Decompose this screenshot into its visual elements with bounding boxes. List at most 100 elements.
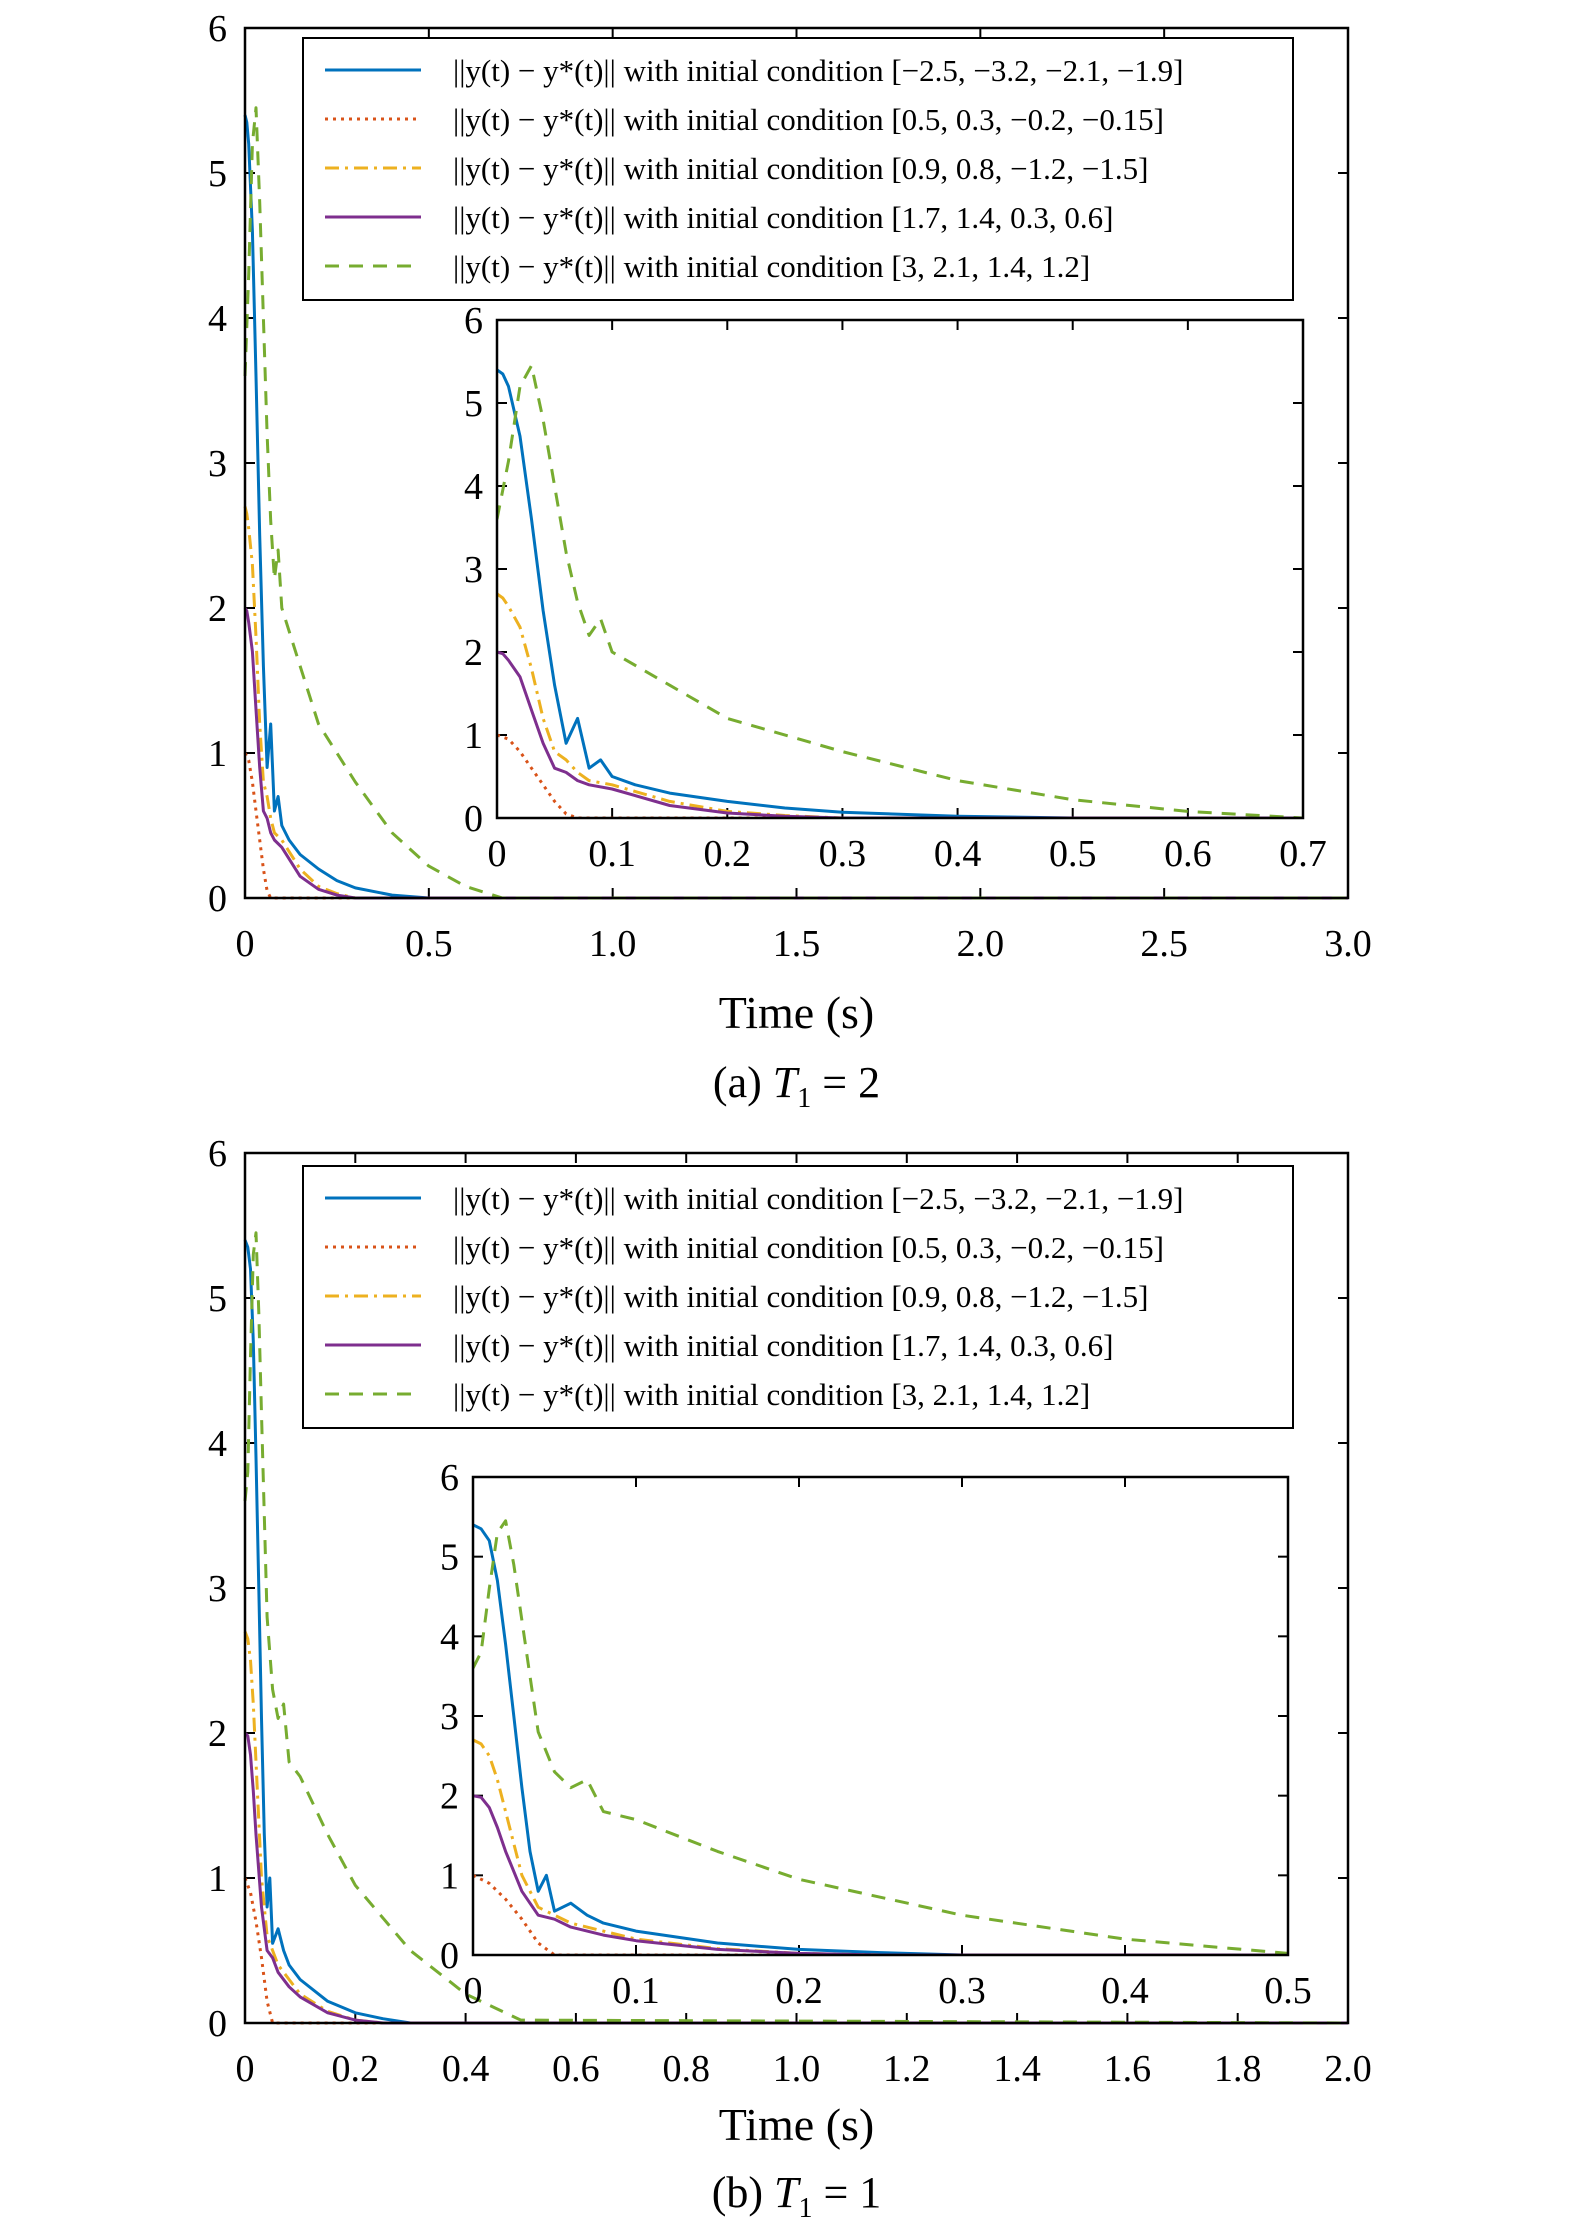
panel-b-inset-plot-background <box>473 1477 1288 1955</box>
panel-b-inset-xtick-label: 0.1 <box>612 1970 660 2012</box>
panel-a-caption: (a) T1 = 2 <box>713 1058 880 1114</box>
panel-a-main-xtick-label: 0 <box>236 923 255 965</box>
panel-a-main-xtick-label: 3.0 <box>1324 923 1372 965</box>
panel-a-main-series-line-1 <box>243 114 1348 900</box>
panel-a-inset-series <box>497 364 1303 818</box>
panel-b-main-xtick-label: 1.4 <box>993 2048 1041 2090</box>
panel-b-inset-series-line-2 <box>473 1873 1288 1955</box>
panel-a-inset-xtick-label: 0.3 <box>819 833 867 875</box>
panel-b-legend-entry-4: ||y(t) − y*(t)|| with initial condition … <box>453 1328 1114 1363</box>
panel-b-inset-xtick-label: 0.5 <box>1264 1970 1312 2012</box>
panel-a-main-xtick-label: 1.0 <box>589 923 637 965</box>
panel-b-main-ytick-label: 4 <box>208 1423 227 1465</box>
panel-a-inset-xtick-label: 0.2 <box>704 833 752 875</box>
panel-a-legend-entry-5: ||y(t) − y*(t)|| with initial condition … <box>453 249 1090 284</box>
panel-a-main-series-line-3 <box>243 506 1348 900</box>
panel-b-main-xtick-label: 1.0 <box>773 2048 821 2090</box>
panel-b-main-ytick-label: 2 <box>208 1713 227 1755</box>
panel-a-inset-axes-frame <box>495 318 1305 820</box>
panel-b-main-series-line-1 <box>243 1239 1348 2025</box>
panel-a-inset-ytick-label: 1 <box>464 715 483 757</box>
panel-a-inset-xtick-label: 0.7 <box>1279 833 1327 875</box>
panel-a-main-xtick-label: 2.5 <box>1140 923 1188 965</box>
panel-b-main-xtick-label: 1.6 <box>1104 2048 1152 2090</box>
panel-b-main-xtick-label: 0.2 <box>332 2048 380 2090</box>
panel-a-main-ytick-label: 5 <box>208 153 227 195</box>
panel-a-legend: ||y(t) − y*(t)|| with initial condition … <box>302 37 1294 301</box>
panel-b-legend-entry-5: ||y(t) − y*(t)|| with initial condition … <box>453 1377 1090 1412</box>
panel-b-inset-axes-frame <box>471 1475 1290 1957</box>
panel-a-inset-ytick-label: 4 <box>464 466 483 508</box>
panel-a-main-series-line-5 <box>243 106 1348 900</box>
panel-b-main-xtick-label: 1.2 <box>883 2048 931 2090</box>
panel-b-main-ytick-label: 1 <box>208 1858 227 1900</box>
panel-b-x-axis-label: Time (s) <box>719 2099 875 2150</box>
panel-b-legend-entry-1: ||y(t) − y*(t)|| with initial condition … <box>453 1181 1183 1216</box>
panel-a-legend-box <box>302 37 1294 301</box>
panel-b-inset-series-line-1 <box>473 1523 1288 1955</box>
panel-a-inset-xtick-label: 0.5 <box>1049 833 1097 875</box>
panel-a-main-xtick-label: 0.5 <box>405 923 453 965</box>
panel-a-main-axes-frame <box>243 26 1350 900</box>
panel-b-main-ytick-label: 0 <box>208 2003 227 2045</box>
panel-b-main-xtick-label: 0.8 <box>662 2048 710 2090</box>
panel-a-main-ytick-label: 0 <box>208 878 227 920</box>
panel-b-main-xtick-label: 0.6 <box>552 2048 600 2090</box>
panel-b-main-ytick-label: 5 <box>208 1278 227 1320</box>
panel-b-inset-series-line-5 <box>473 1519 1288 1955</box>
panel-b-main-ytick-label: 3 <box>208 1568 227 1610</box>
panel-a-main-ytick-label: 4 <box>208 298 227 340</box>
panel-b-main-series-line-4 <box>243 1731 1348 2025</box>
panel-b-inset-ytick-label: 2 <box>440 1776 459 1818</box>
panel-b-inset-series-line-3 <box>473 1738 1288 1955</box>
panel-b-main-ytick-label: 6 <box>208 1133 227 1175</box>
panel-b-inset-ytick-label: 0 <box>440 1935 459 1977</box>
panel-b-legend: ||y(t) − y*(t)|| with initial condition … <box>302 1165 1294 1429</box>
panel-a-inset-series-line-4 <box>497 650 1303 818</box>
panel-b-inset-xtick-label: 0.2 <box>775 1970 823 2012</box>
panel-a-main-ytick-label: 1 <box>208 733 227 775</box>
panel-a-legend-entry-4: ||y(t) − y*(t)|| with initial condition … <box>453 200 1114 235</box>
panel-b-legend-entry-2: ||y(t) − y*(t)|| with initial condition … <box>453 1230 1164 1265</box>
panel-a-inset: 0 0.1 0.2 0.3 0.4 0.5 0.6 0.7 0 1 2 3 4 5 6 <box>464 300 1327 875</box>
panel-a-legend-entry-1: ||y(t) − y*(t)|| with initial condition … <box>453 53 1183 88</box>
panel-a-legend-entry-3: ||y(t) − y*(t)|| with initial condition … <box>453 151 1148 186</box>
panel-b-inset-series <box>473 1519 1288 1955</box>
panel-a-inset-ytick-label: 2 <box>464 632 483 674</box>
panel-b-main-axes-frame <box>243 1151 1350 2025</box>
chart-panel-a: 0 0.5 1.0 1.5 2.0 2.5 3.0 0 1 2 3 4 5 6 Time (s) (a) T1… <box>208 8 1372 1114</box>
panel-a-inset-series-line-1 <box>497 368 1303 818</box>
panel-a-main-series-line-4 <box>243 607 1348 900</box>
panel-b-main-series-line-3 <box>243 1630 1348 2025</box>
panel-b-inset-ytick-label: 6 <box>440 1457 459 1499</box>
panel-a-inset-ytick-label: 5 <box>464 383 483 425</box>
panel-a-x-axis-label: Time (s) <box>719 987 875 1038</box>
panel-a-inset-series-line-5 <box>497 364 1303 818</box>
panel-b-inset-xtick-label: 0.3 <box>938 1970 986 2012</box>
panel-b-legend-box <box>302 1165 1294 1429</box>
panel-b-main-xtick-label: 0.4 <box>442 2048 490 2090</box>
panel-b-main-xtick-label: 2.0 <box>1324 2048 1372 2090</box>
panel-b-legend-entry-3: ||y(t) − y*(t)|| with initial condition … <box>453 1279 1148 1314</box>
panel-a-main-ytick-label: 3 <box>208 443 227 485</box>
panel-b-main-xtick-label: 0 <box>236 2048 255 2090</box>
panel-b-inset-xtick-label: 0 <box>464 1970 483 2012</box>
panel-a-main-xtick-label: 2.0 <box>957 923 1005 965</box>
panel-b-inset-xtick-label: 0.4 <box>1101 1970 1149 2012</box>
panel-a-main-ytick-label: 2 <box>208 588 227 630</box>
panel-b-caption: (b) T1 = 1 <box>712 2168 882 2224</box>
panel-a-legend-entry-2: ||y(t) − y*(t)|| with initial condition … <box>453 102 1164 137</box>
panel-a-inset-xtick-label: 0 <box>488 833 507 875</box>
panel-a-inset-ytick-label: 3 <box>464 549 483 591</box>
panel-a-main-xtick-label: 1.5 <box>773 923 821 965</box>
panel-b-inset-ytick-label: 4 <box>440 1616 459 1658</box>
panel-b-inset-series-line-4 <box>473 1794 1288 1955</box>
panel-b-inset-ytick-label: 3 <box>440 1696 459 1738</box>
chart-panel-b: 0 0.2 0.4 0.6 0.8 1.0 1.2 1.4 1.6 1.8 2.0 0 1 2 3 4 5 6 Ti… <box>208 1133 1372 2224</box>
panel-a-inset-xtick-label: 0.1 <box>588 833 636 875</box>
panel-a-inset-ytick-label: 6 <box>464 300 483 342</box>
panel-b-main-xtick-label: 1.8 <box>1214 2048 1262 2090</box>
panel-a-inset-xtick-label: 0.4 <box>934 833 982 875</box>
panel-b-main-series-line-5 <box>243 1231 1349 2025</box>
